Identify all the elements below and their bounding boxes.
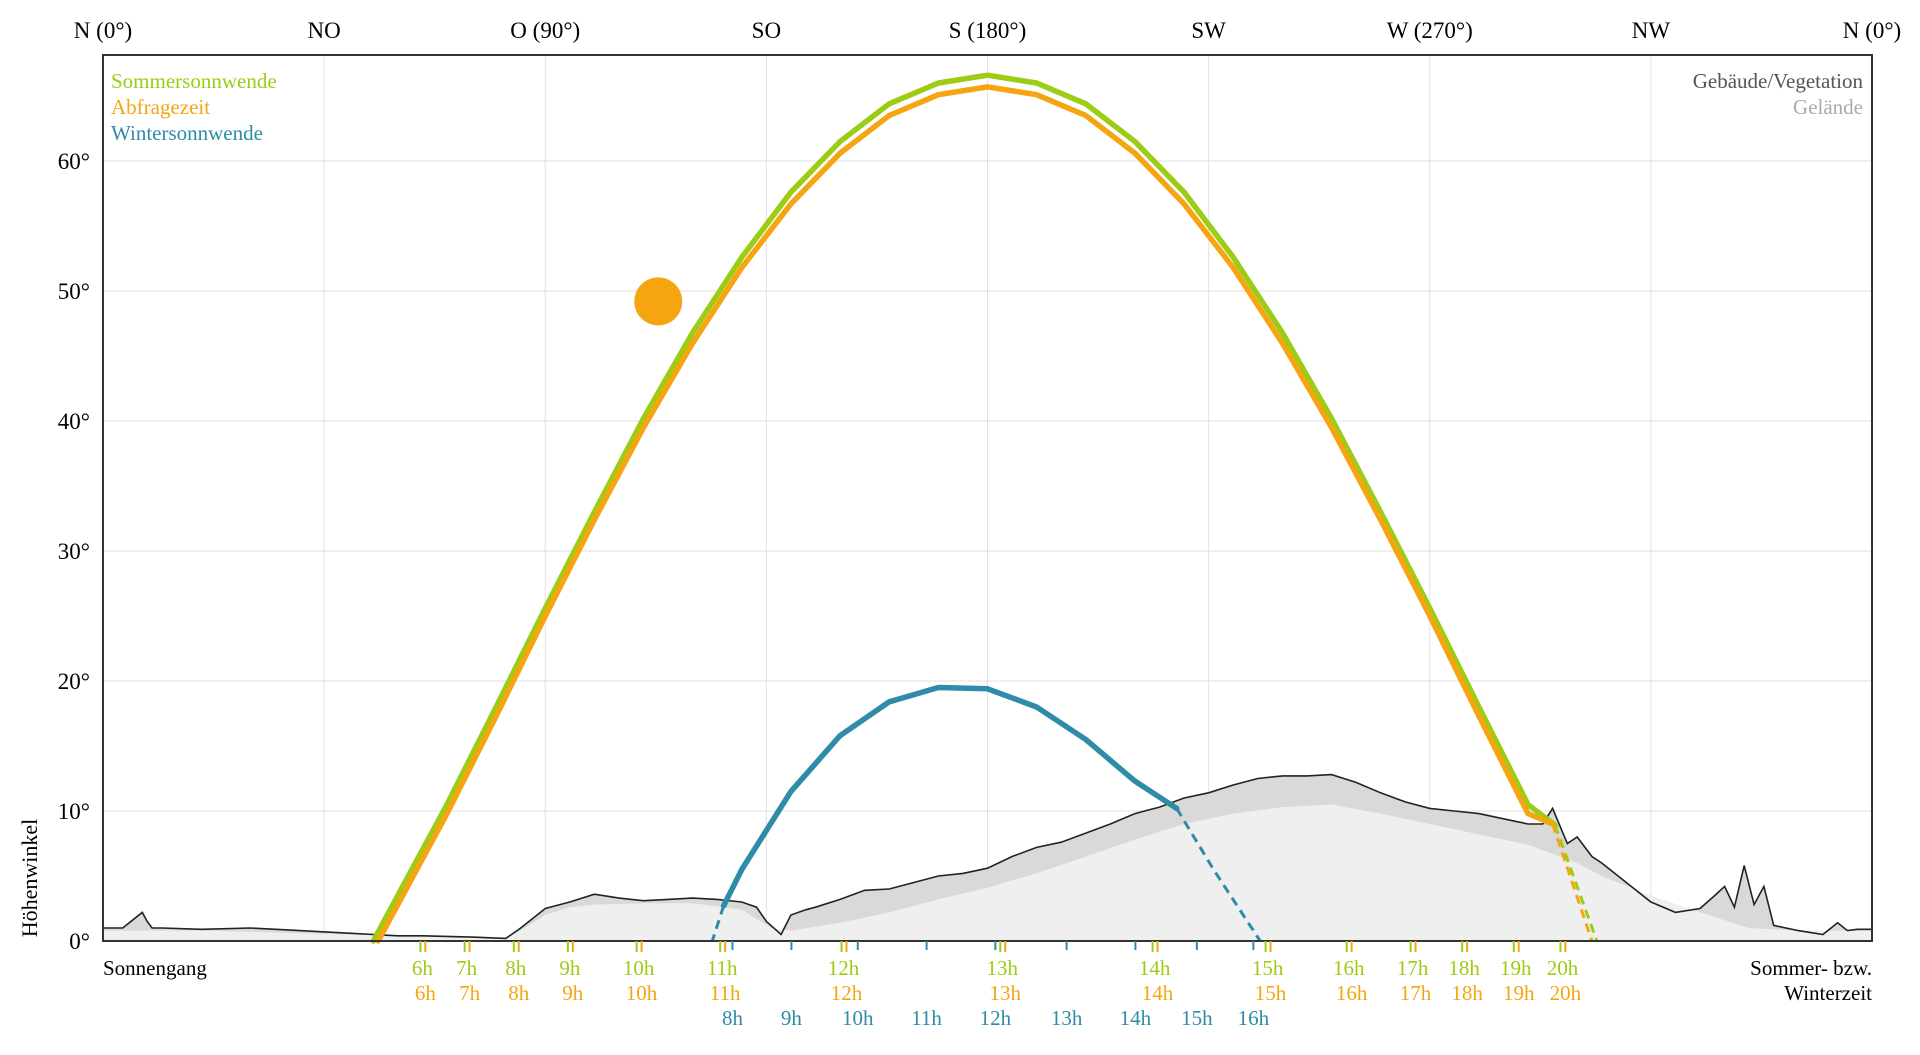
query-time-label: 10h bbox=[626, 981, 658, 1005]
sun-path-series bbox=[370, 72, 1599, 944]
x-tick-label: N (0°) bbox=[1843, 18, 1901, 43]
legend-item: Abfragezeit bbox=[111, 95, 210, 119]
series-hidden-abfragezeit bbox=[1551, 823, 1594, 942]
y-tick-label: 10° bbox=[58, 799, 90, 824]
plot-frame bbox=[102, 54, 1873, 942]
summer-time-label: 9h bbox=[559, 956, 581, 980]
x-tick-label: N (0°) bbox=[74, 18, 132, 43]
series-hidden-sommersonnwende bbox=[1553, 824, 1599, 942]
summer-time-label: 11h bbox=[707, 956, 738, 980]
axes: N (0°) NO O (90°) SO S (180°) SW W (270°) NW N (… bbox=[58, 18, 1901, 954]
time-axis-left-label: Sonnengang bbox=[103, 956, 207, 980]
query-time-label: 13h bbox=[989, 981, 1021, 1005]
legend-item: Wintersonnwende bbox=[111, 121, 263, 145]
winter-time-label: 16h bbox=[1238, 1006, 1270, 1030]
x-tick-label: S (180°) bbox=[949, 18, 1027, 43]
query-time-label: 11h bbox=[710, 981, 741, 1005]
query-time-label: 9h bbox=[562, 981, 584, 1005]
y-tick-label: 0° bbox=[69, 929, 90, 954]
x-tick-label: NW bbox=[1632, 18, 1671, 43]
x-tick-label: SW bbox=[1191, 18, 1226, 43]
winter-time-label: 10h bbox=[842, 1006, 874, 1030]
query-time-label: 17h bbox=[1400, 981, 1432, 1005]
series-line-abfragezeit bbox=[375, 84, 1556, 944]
grid-lines bbox=[103, 55, 1872, 941]
query-time-label: 16h bbox=[1336, 981, 1368, 1005]
summer-time-label: 6h bbox=[412, 956, 434, 980]
y-axis-label: Höhenwinkel bbox=[17, 819, 42, 938]
y-tick-label: 20° bbox=[58, 669, 90, 694]
y-tick-label: 50° bbox=[58, 279, 90, 304]
query-time-label: 7h bbox=[459, 981, 481, 1005]
summer-time-label: 19h bbox=[1500, 956, 1532, 980]
series-line-sommersonnwende bbox=[370, 72, 1558, 944]
summer-time-label: 12h bbox=[828, 956, 860, 980]
winter-time-label: 8h bbox=[722, 1006, 744, 1030]
summer-time-label: 15h bbox=[1252, 956, 1284, 980]
winter-time-label: 11h bbox=[911, 1006, 942, 1030]
summer-time-label: 16h bbox=[1333, 956, 1365, 980]
query-time-label: 18h bbox=[1451, 981, 1483, 1005]
summer-time-label: 8h bbox=[505, 956, 527, 980]
query-time-label: 14h bbox=[1142, 981, 1174, 1005]
x-tick-label: O (90°) bbox=[510, 18, 580, 43]
winter-time-label: 15h bbox=[1181, 1006, 1213, 1030]
series-line-wintersonnwende bbox=[720, 684, 1180, 909]
query-time-label: 12h bbox=[831, 981, 863, 1005]
legend-item: Sommersonnwende bbox=[111, 69, 277, 93]
summer-time-label: 13h bbox=[987, 956, 1019, 980]
winter-time-label: 12h bbox=[980, 1006, 1012, 1030]
horizon-layer bbox=[103, 773, 1872, 941]
series-hidden-wintersonnwende-east bbox=[710, 905, 726, 942]
y-tick-label: 60° bbox=[58, 149, 90, 174]
winter-time-label: 13h bbox=[1051, 1006, 1083, 1030]
sun-position-marker bbox=[634, 277, 683, 326]
series-hidden-wintersonnwende-west bbox=[1175, 807, 1262, 942]
time-axis-right-label: Sommer- bzw. bbox=[1750, 956, 1872, 980]
building-vegetation-outline bbox=[103, 773, 1872, 940]
summer-time-label: 17h bbox=[1397, 956, 1429, 980]
summer-time-label: 7h bbox=[456, 956, 478, 980]
query-time-label: 19h bbox=[1503, 981, 1535, 1005]
x-tick-label: NO bbox=[308, 18, 341, 43]
legend: SommersonnwendeAbfragezeitWintersonnwend… bbox=[111, 69, 1863, 145]
legend-item: Gebäude/Vegetation bbox=[1693, 69, 1864, 93]
winter-time-label: 9h bbox=[781, 1006, 803, 1030]
winter-time-label: 14h bbox=[1120, 1006, 1152, 1030]
x-tick-label: SO bbox=[752, 18, 781, 43]
y-tick-label: 40° bbox=[58, 409, 90, 434]
summer-time-label: 20h bbox=[1547, 956, 1579, 980]
query-time-label: 20h bbox=[1550, 981, 1582, 1005]
time-axis-right-label: Winterzeit bbox=[1784, 981, 1872, 1005]
y-tick-label: 30° bbox=[58, 539, 90, 564]
query-time-label: 15h bbox=[1255, 981, 1287, 1005]
query-time-label: 8h bbox=[508, 981, 530, 1005]
legend-item: Gelände bbox=[1793, 95, 1863, 119]
time-axis: Sonnengang Sommer- bzw.Winterzeit 6h 7h 8h 9h… bbox=[103, 941, 1872, 1030]
query-time-label: 6h bbox=[415, 981, 437, 1005]
summer-time-label: 10h bbox=[623, 956, 655, 980]
x-tick-label: W (270°) bbox=[1387, 18, 1473, 43]
terrain-area bbox=[103, 804, 1872, 941]
summer-time-label: 18h bbox=[1448, 956, 1480, 980]
summer-time-label: 14h bbox=[1139, 956, 1171, 980]
